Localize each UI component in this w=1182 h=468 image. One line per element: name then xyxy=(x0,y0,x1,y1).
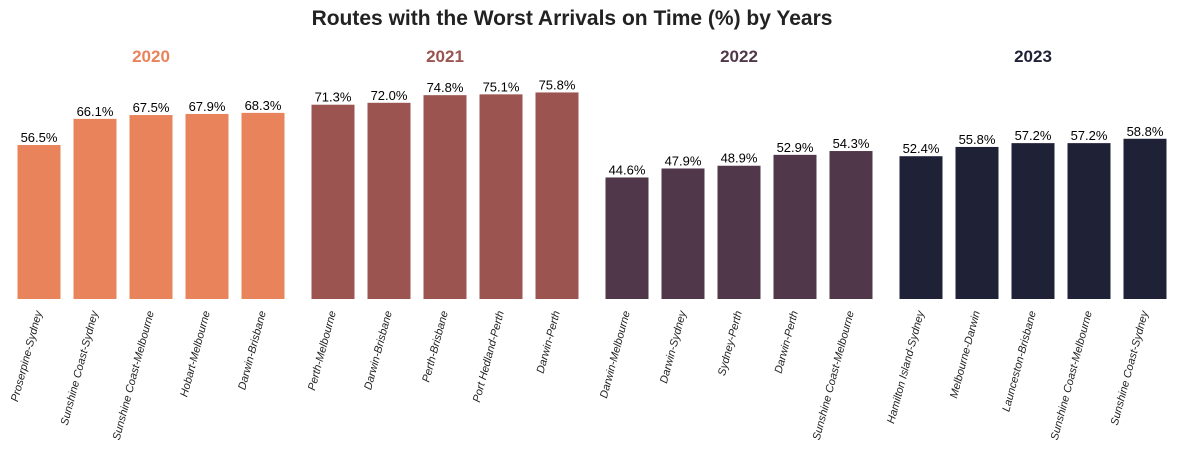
year-label: 2023 xyxy=(1014,47,1052,66)
bar-value-label: 67.5% xyxy=(133,100,170,115)
bar-value-label: 47.9% xyxy=(665,153,702,168)
x-tick-label: Sunshine Coast-Melbourne xyxy=(811,310,857,442)
x-tick-label: Darwin-Melbourne xyxy=(598,310,633,400)
bar xyxy=(17,145,61,299)
x-tick-label: Launceston-Brisbane xyxy=(1000,310,1039,414)
bar xyxy=(311,104,355,300)
x-tick-label: Sunshine Coast-Melbourne xyxy=(111,310,157,442)
bar xyxy=(773,154,817,299)
bar-value-label: 71.3% xyxy=(315,90,352,105)
year-label: 2020 xyxy=(132,47,170,66)
x-tick-label: Hamilton Island-Sydney xyxy=(885,308,927,425)
bar xyxy=(185,113,229,299)
bar xyxy=(1011,143,1055,299)
bar-value-label: 54.3% xyxy=(833,136,870,151)
bar-value-label: 68.3% xyxy=(245,98,282,113)
x-tick-label: Darwin-Perth xyxy=(535,310,563,375)
bar xyxy=(1123,138,1167,299)
chart-panels: 2020 56.5% Proserpine-Sydney 66.1% Sunshine … xyxy=(9,47,1167,442)
bar-value-label: 66.1% xyxy=(77,104,114,119)
bar xyxy=(479,94,523,299)
bar xyxy=(605,177,649,299)
x-tick-label: Melbourne-Darwin xyxy=(948,310,983,400)
x-tick-label: Darwin-Brisbane xyxy=(236,310,269,392)
bar xyxy=(367,102,411,299)
panel-2023: 2023 52.4% Hamilton Island-Sydney 55.8% Melb… xyxy=(885,47,1167,442)
x-tick-label: Darwin-Brisbane xyxy=(362,310,395,392)
panel-2022: 2022 44.6% Darwin-Melbourne 47.9% Darwin-Syd… xyxy=(598,47,873,442)
x-tick-label: Perth-Melbourne xyxy=(306,310,339,392)
panel-2021: 2021 71.3% Perth-Melbourne 72.0% Darwin-Bris… xyxy=(306,47,579,404)
bar xyxy=(73,118,117,299)
bar-value-label: 57.2% xyxy=(1015,128,1052,143)
bar xyxy=(129,115,173,299)
bar xyxy=(661,168,705,299)
x-tick-label: Darwin-Perth xyxy=(773,310,801,375)
bar xyxy=(1067,143,1111,299)
panel-2020: 2020 56.5% Proserpine-Sydney 66.1% Sunshine … xyxy=(9,47,285,442)
bar xyxy=(423,95,467,299)
bar-value-label: 57.2% xyxy=(1071,128,1108,143)
x-tick-label: Hobart-Melbourne xyxy=(178,310,213,399)
x-tick-label: Sunshine Coast-Sydney xyxy=(1109,308,1152,427)
x-tick-label: Port Hedland-Perth xyxy=(471,310,507,404)
bar-value-label: 75.8% xyxy=(539,77,576,92)
bar xyxy=(955,146,999,299)
chart-title: Routes with the Worst Arrivals on Time (… xyxy=(312,7,833,30)
x-tick-label: Darwin-Sydney xyxy=(658,308,689,385)
bar-value-label: 52.9% xyxy=(777,140,814,155)
bar-value-label: 75.1% xyxy=(483,79,520,94)
bar-value-label: 58.8% xyxy=(1127,124,1164,139)
x-tick-label: Sydney-Perth xyxy=(716,310,745,377)
bar xyxy=(899,156,943,299)
bar xyxy=(717,165,761,299)
bar-value-label: 48.9% xyxy=(721,151,758,166)
bar-value-label: 44.6% xyxy=(609,162,646,177)
bar-value-label: 56.5% xyxy=(21,130,58,145)
x-tick-label: Perth-Brisbane xyxy=(420,310,451,384)
x-tick-label: Sunshine Coast-Melbourne xyxy=(1049,310,1095,442)
bar-value-label: 52.4% xyxy=(903,141,940,156)
x-tick-label: Proserpine-Sydney xyxy=(9,308,45,403)
bar xyxy=(535,92,579,299)
bar xyxy=(241,112,285,299)
bar-value-label: 55.8% xyxy=(959,132,996,147)
x-tick-label: Sunshine Coast-Sydney xyxy=(59,308,102,427)
bar-value-label: 67.9% xyxy=(189,99,226,114)
year-label: 2021 xyxy=(426,47,464,66)
year-label: 2022 xyxy=(720,47,758,66)
bar-value-label: 74.8% xyxy=(427,80,464,95)
bar xyxy=(829,151,873,299)
bar-value-label: 72.0% xyxy=(371,88,408,103)
